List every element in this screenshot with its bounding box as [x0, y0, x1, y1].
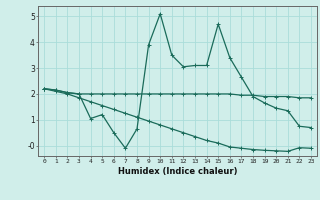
X-axis label: Humidex (Indice chaleur): Humidex (Indice chaleur) — [118, 167, 237, 176]
